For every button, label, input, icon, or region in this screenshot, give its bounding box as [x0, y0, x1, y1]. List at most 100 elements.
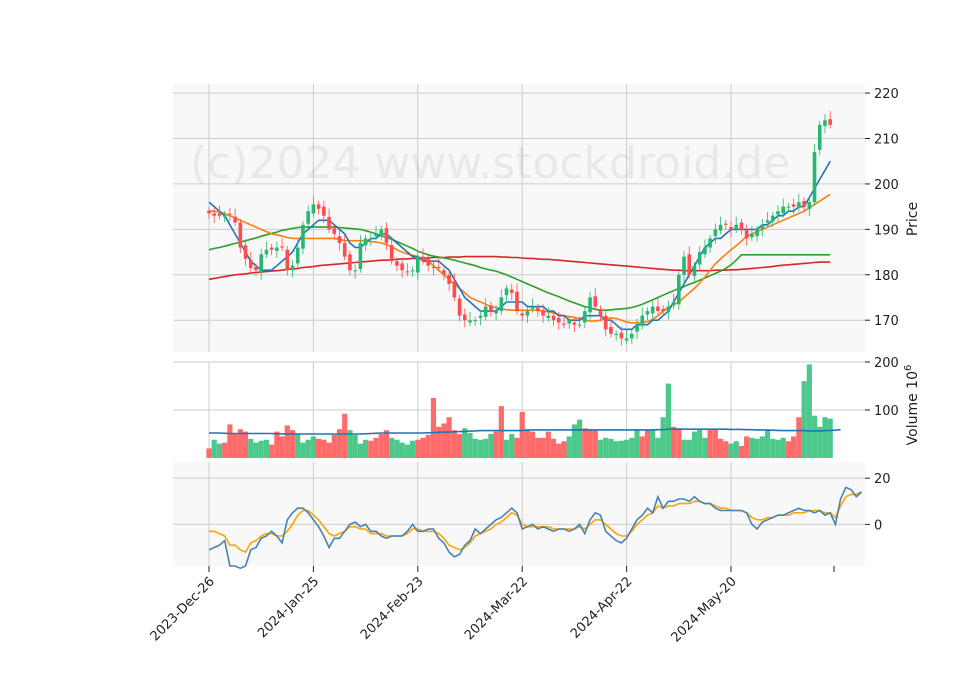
volume-bar [665, 383, 671, 458]
volume-bar [222, 442, 228, 458]
volume-bar [430, 398, 437, 458]
volume-bar [712, 429, 718, 458]
price-tick-label: 180 [874, 269, 899, 284]
volume-bar [634, 430, 640, 458]
candle-body [228, 213, 232, 215]
candle-body [478, 315, 483, 318]
volume-bar [316, 438, 322, 458]
volume-bar [409, 440, 416, 458]
volume-bar [681, 439, 687, 458]
volume-bar [655, 437, 661, 458]
candle-body [666, 306, 671, 313]
x-tick-label: 2024-May-20 [669, 574, 740, 645]
volume-bar [451, 430, 457, 458]
volume-bar [728, 443, 734, 458]
price-tick-label: 190 [874, 223, 899, 238]
candle-body [546, 315, 551, 318]
candle-body [536, 307, 540, 312]
ma-fast-line [208, 160, 831, 331]
candle-body [468, 320, 472, 323]
candle-body [295, 247, 300, 264]
volume-bar [488, 434, 494, 458]
candle-body [515, 291, 519, 312]
candle-body [416, 256, 420, 273]
candle-body [671, 302, 676, 306]
volume-bar [545, 431, 551, 458]
candle-body [823, 120, 827, 127]
candle-body [750, 233, 754, 238]
volume-bar [363, 439, 369, 458]
candle-body [718, 224, 723, 231]
volume-bar [269, 444, 275, 458]
candle-body [770, 215, 775, 222]
candle-body [269, 247, 274, 250]
oscillator-tick-label: 20 [874, 472, 891, 487]
volume-bar [483, 438, 489, 458]
candle-body [781, 206, 785, 214]
candle-body [233, 216, 237, 223]
candle-body [337, 236, 342, 243]
candle-body [556, 317, 561, 323]
volume-bar [817, 426, 823, 458]
ma-mid-line [209, 193, 831, 324]
candle-body [426, 258, 431, 266]
volume-bar [394, 439, 400, 458]
candle-body [817, 124, 822, 150]
candle-body [457, 298, 462, 316]
volume-bar [331, 434, 337, 458]
volume-bar [717, 438, 724, 458]
volume-bar [503, 439, 510, 458]
volume-bar [357, 443, 363, 458]
volume-bar [524, 429, 531, 458]
candle-body [760, 224, 765, 230]
x-axis: 2023-Dec-26 2024-Jan-25 2024-Feb-23 2024-Ma… [148, 566, 835, 645]
volume-bar [274, 431, 280, 458]
volume-ma-line [209, 428, 841, 435]
volume-bar [284, 425, 290, 458]
price-tick-label: 170 [874, 314, 899, 329]
volume-bar [425, 434, 431, 458]
candle-body [734, 224, 739, 230]
volume-bar [629, 437, 635, 458]
volume-bar [404, 444, 410, 458]
candle-body [447, 274, 451, 284]
volume-bar [582, 428, 588, 458]
candle-body [588, 297, 592, 313]
candle-body [248, 260, 253, 268]
volume-bar [472, 438, 478, 458]
volume-bar [639, 436, 645, 458]
volume-bar [613, 441, 619, 458]
candle-body [421, 256, 425, 262]
candle-body [645, 311, 650, 315]
candle-body [697, 252, 702, 265]
candle-body [786, 206, 791, 208]
volume-bar [827, 418, 833, 458]
candle-body [384, 228, 389, 243]
oscillator-panel-bg [173, 462, 865, 566]
candle-body [259, 254, 263, 273]
volume-bar [389, 437, 395, 458]
candle-body [243, 245, 248, 259]
volume-bar [624, 439, 630, 458]
candle-body [807, 202, 812, 209]
candle-body [603, 315, 608, 330]
volume-bar [216, 443, 223, 458]
candle-body [744, 230, 749, 239]
price-panel: 170 180 190 200 210 220 [173, 84, 899, 352]
volume-bar [248, 438, 254, 458]
candle-body [322, 206, 326, 216]
candle-body [656, 306, 660, 312]
volume-bar [253, 442, 259, 458]
volume-bar [603, 437, 609, 458]
volume-bar [676, 428, 682, 458]
candle-body [624, 338, 629, 341]
candle-body [431, 266, 436, 268]
volume-bar [650, 429, 656, 458]
volume-bar [436, 426, 442, 458]
volume-bar [237, 429, 243, 458]
candle-body [520, 313, 524, 316]
ma-slow-line [208, 226, 831, 312]
volume-bar [321, 439, 327, 458]
volume-bar [498, 406, 504, 458]
volume-bar [707, 430, 713, 458]
